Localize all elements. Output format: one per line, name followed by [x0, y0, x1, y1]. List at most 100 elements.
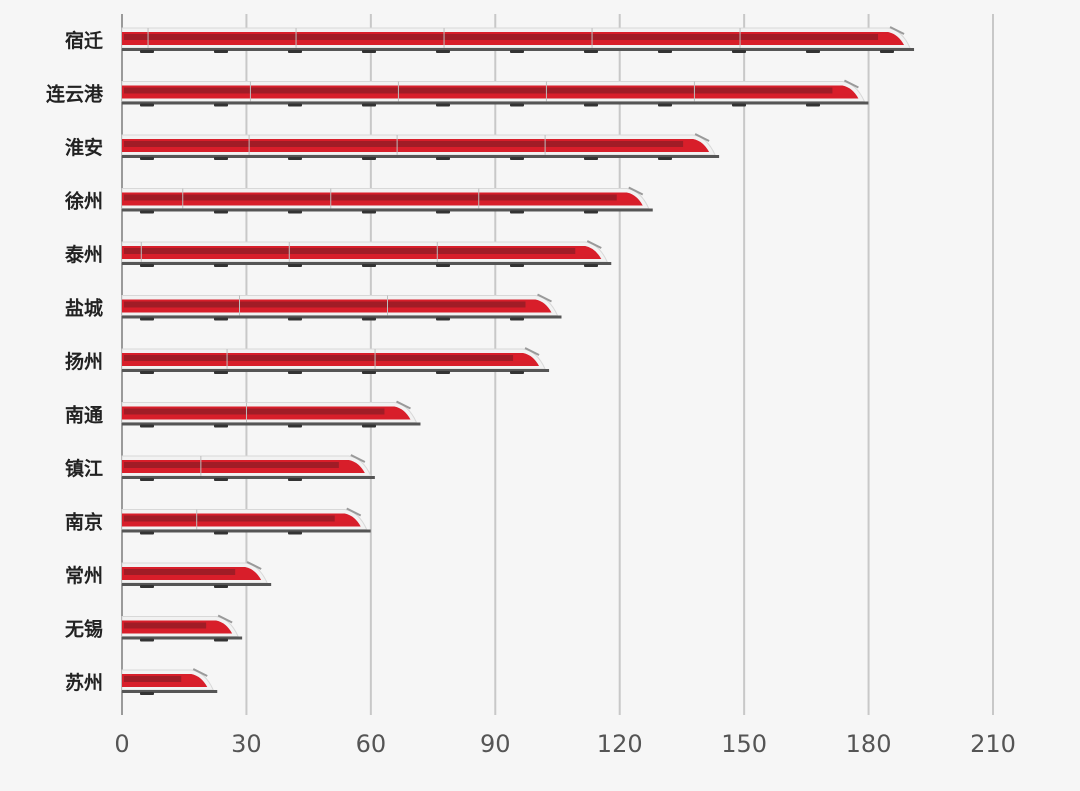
train-wheel: [584, 157, 598, 160]
train-wheel: [288, 478, 302, 481]
bar: [121, 293, 562, 321]
category-label: 南京: [65, 511, 103, 534]
train-wheel: [214, 157, 228, 160]
bar: [121, 507, 371, 535]
train-underframe: [122, 422, 421, 426]
train-underframe: [122, 636, 243, 640]
train-nose: [192, 668, 208, 677]
train-wheel: [140, 103, 154, 107]
train-wheel: [140, 50, 154, 53]
train-wheel: [140, 692, 154, 695]
train-wheel: [140, 317, 154, 321]
train-bars: [121, 26, 915, 695]
train-wheel: [288, 210, 302, 214]
x-tick-label: 0: [114, 730, 129, 758]
train-wheel: [584, 264, 598, 267]
train-wheel: [880, 50, 894, 53]
bar: [121, 561, 272, 588]
train-wheel: [436, 317, 450, 321]
train-wheel: [288, 424, 302, 428]
category-label: 扬州: [65, 350, 103, 373]
bar: [121, 454, 375, 481]
train-windows: [124, 87, 833, 94]
bar: [121, 614, 243, 642]
train-underframe: [122, 101, 869, 105]
category-label: 宿迁: [65, 29, 103, 52]
x-axis-ticks: 0 30 60 90 120 150 180 210: [114, 730, 1016, 758]
train-wheel: [140, 478, 154, 481]
train-windows: [124, 676, 182, 682]
train-wheel: [140, 585, 154, 588]
x-tick-label: 30: [231, 730, 262, 758]
train-wheel: [436, 264, 450, 267]
train-wheel: [214, 531, 228, 535]
train-wheel: [288, 264, 302, 267]
category-label: 镇江: [65, 457, 103, 480]
train-wheel: [214, 371, 228, 374]
category-label: 连云港: [46, 83, 104, 106]
train-wheel: [510, 50, 524, 53]
train-windows: [124, 34, 879, 40]
bar: [121, 133, 720, 160]
train-underframe: [122, 583, 272, 586]
train-wheel: [584, 103, 598, 107]
train-wheel: [510, 210, 524, 214]
category-label: 淮安: [65, 136, 103, 159]
train-wheel: [214, 424, 228, 428]
train-wheel: [288, 371, 302, 374]
train-windows: [124, 408, 385, 415]
train-wheel: [140, 210, 154, 214]
train-wheel: [288, 531, 302, 535]
train-wheel: [362, 264, 376, 267]
train-nose: [346, 507, 362, 517]
train-wheel: [214, 103, 228, 107]
train-nose: [628, 186, 644, 196]
train-nose: [843, 79, 859, 89]
train-wheel: [436, 50, 450, 53]
train-wheel: [732, 103, 746, 107]
train-nose: [537, 293, 552, 303]
train-wheel: [362, 317, 376, 321]
bar: [121, 186, 653, 214]
train-wheel: [510, 264, 524, 267]
train-windows: [124, 248, 576, 254]
train-wheel: [362, 103, 376, 107]
train-wheel: [362, 157, 376, 160]
train-nose: [217, 614, 233, 624]
train-nose: [524, 347, 540, 356]
train-wheel: [140, 157, 154, 160]
train-wheel: [288, 317, 302, 321]
train-wheel: [288, 103, 302, 107]
train-windows: [124, 301, 526, 308]
train-wheel: [214, 638, 228, 642]
train-wheel: [584, 50, 598, 53]
x-tick-label: 210: [970, 730, 1016, 758]
train-underframe: [122, 369, 550, 372]
train-underframe: [122, 155, 720, 158]
bar: [121, 668, 218, 695]
train-wheel: [658, 50, 672, 53]
train-underframe: [122, 476, 375, 479]
category-label: 南通: [65, 405, 104, 427]
train-wheel: [436, 103, 450, 107]
category-label: 常州: [65, 564, 103, 587]
train-wheel: [288, 157, 302, 160]
bar: [121, 26, 915, 53]
train-wheel: [214, 210, 228, 214]
train-wheel: [436, 210, 450, 214]
x-tick-label: 180: [846, 730, 892, 758]
train-nose: [246, 561, 262, 570]
train-wheel: [806, 50, 820, 53]
train-wheel: [140, 638, 154, 642]
train-underframe: [122, 262, 612, 265]
bar: [121, 79, 869, 107]
train-wheel: [658, 157, 672, 160]
train-nose: [350, 454, 366, 463]
x-tick-label: 150: [721, 730, 767, 758]
train-wheel: [510, 317, 524, 321]
train-wheel: [510, 157, 524, 160]
train-wheel: [362, 424, 376, 428]
train-wheel: [214, 585, 228, 588]
